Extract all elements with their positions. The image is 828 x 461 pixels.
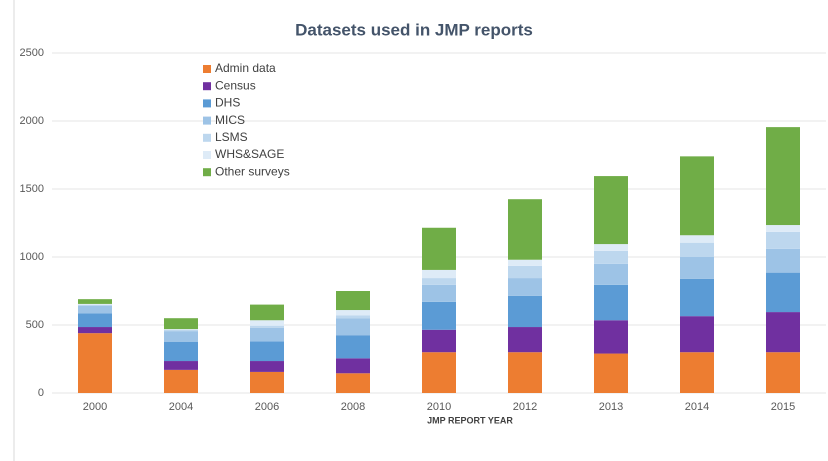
bar-segment bbox=[508, 265, 542, 279]
legend-label: Census bbox=[215, 78, 256, 92]
legend-label: Admin data bbox=[215, 61, 276, 75]
legend-swatch bbox=[203, 82, 211, 91]
bar-segment bbox=[78, 313, 112, 328]
bar-segment bbox=[78, 333, 112, 393]
x-tick-label: 2014 bbox=[685, 401, 709, 413]
bar-segment bbox=[680, 278, 714, 317]
bar-segment bbox=[594, 250, 628, 264]
bar-segment bbox=[250, 371, 284, 393]
bar-segment bbox=[680, 316, 714, 353]
x-tick-label: 2008 bbox=[341, 401, 365, 413]
legend-label: MICS bbox=[215, 113, 245, 127]
bar-segment bbox=[78, 305, 112, 314]
bar-segment bbox=[250, 327, 284, 342]
bar-segment bbox=[422, 301, 456, 330]
bar-segment bbox=[508, 327, 542, 353]
bar-segment bbox=[164, 331, 198, 342]
legend-swatch bbox=[203, 99, 211, 108]
bar-segment bbox=[766, 248, 800, 273]
y-tick-label: 0 bbox=[38, 387, 44, 399]
bar-segment bbox=[250, 341, 284, 362]
bar-segment bbox=[680, 257, 714, 279]
bar-segment bbox=[164, 342, 198, 362]
bar-segment bbox=[594, 320, 628, 354]
x-tick-label: 2015 bbox=[771, 401, 795, 413]
bar-segment bbox=[508, 259, 542, 266]
bar-segment bbox=[594, 263, 628, 285]
y-tick-label: 1500 bbox=[20, 183, 44, 195]
bar-segment bbox=[594, 284, 628, 321]
bar-segment bbox=[766, 231, 800, 249]
bar-segment bbox=[680, 242, 714, 257]
bar-segment bbox=[250, 361, 284, 372]
y-tick-label: 2500 bbox=[20, 47, 44, 59]
bar-segment bbox=[422, 352, 456, 393]
bar-segment bbox=[336, 358, 370, 374]
bar-segment bbox=[164, 318, 198, 330]
bar-segment bbox=[250, 320, 284, 326]
bar-segment bbox=[422, 269, 456, 279]
bar-segment bbox=[422, 329, 456, 353]
x-tick-label: 2000 bbox=[83, 401, 107, 413]
x-tick-label: 2010 bbox=[427, 401, 451, 413]
x-tick-label: 2012 bbox=[513, 401, 537, 413]
x-tick-label: 2013 bbox=[599, 401, 623, 413]
legend-label: Other surveys bbox=[215, 164, 290, 178]
bar-segment bbox=[422, 227, 456, 270]
bar-segment bbox=[164, 329, 198, 332]
bar-segment bbox=[508, 278, 542, 296]
bar-segment bbox=[336, 291, 370, 311]
bar-segment bbox=[766, 225, 800, 232]
bar-segment bbox=[164, 361, 198, 370]
bar-segment bbox=[250, 325, 284, 328]
bar-segment bbox=[336, 335, 370, 359]
legend-swatch bbox=[203, 151, 211, 159]
bar-segment bbox=[508, 295, 542, 328]
bar-segment bbox=[422, 284, 456, 302]
bar-segment bbox=[164, 369, 198, 393]
y-tick-label: 500 bbox=[26, 319, 44, 331]
legend-swatch bbox=[203, 168, 211, 177]
bar-segment bbox=[336, 315, 370, 319]
bar-segment bbox=[680, 156, 714, 236]
chart-title: Datasets used in JMP reports bbox=[295, 20, 533, 39]
x-axis-label: JMP REPORT YEAR bbox=[427, 415, 513, 425]
bar-segment bbox=[336, 318, 370, 336]
legend-label: WHS&SAGE bbox=[215, 147, 284, 161]
bar-segment bbox=[508, 352, 542, 393]
legend-swatch bbox=[203, 133, 211, 142]
bar-segment bbox=[594, 176, 628, 245]
x-tick-label: 2006 bbox=[255, 401, 279, 413]
bar-segment bbox=[422, 278, 456, 285]
bar-segment bbox=[164, 329, 198, 330]
bar-segment bbox=[766, 272, 800, 313]
bar-segment bbox=[680, 352, 714, 393]
bar-segment bbox=[336, 310, 370, 316]
legend-swatch bbox=[203, 116, 211, 125]
legend-label: DHS bbox=[215, 96, 240, 110]
bar-segment bbox=[78, 303, 112, 306]
x-tick-label: 2004 bbox=[169, 401, 193, 413]
y-tick-label: 1000 bbox=[20, 251, 44, 263]
bar-segment bbox=[766, 127, 800, 226]
legend-swatch bbox=[203, 65, 211, 73]
y-tick-label: 2000 bbox=[20, 115, 44, 127]
bar-segment bbox=[680, 235, 714, 243]
bar-segment bbox=[766, 352, 800, 393]
bar-segment bbox=[250, 304, 284, 321]
bar-segment bbox=[336, 373, 370, 393]
bar-segment bbox=[78, 327, 112, 334]
bar-segment bbox=[78, 299, 112, 304]
bar-segment bbox=[594, 353, 628, 393]
bar-segment bbox=[508, 199, 542, 260]
bar-segment bbox=[766, 312, 800, 353]
bar-segment bbox=[594, 244, 628, 251]
legend-label: LSMS bbox=[215, 130, 248, 144]
